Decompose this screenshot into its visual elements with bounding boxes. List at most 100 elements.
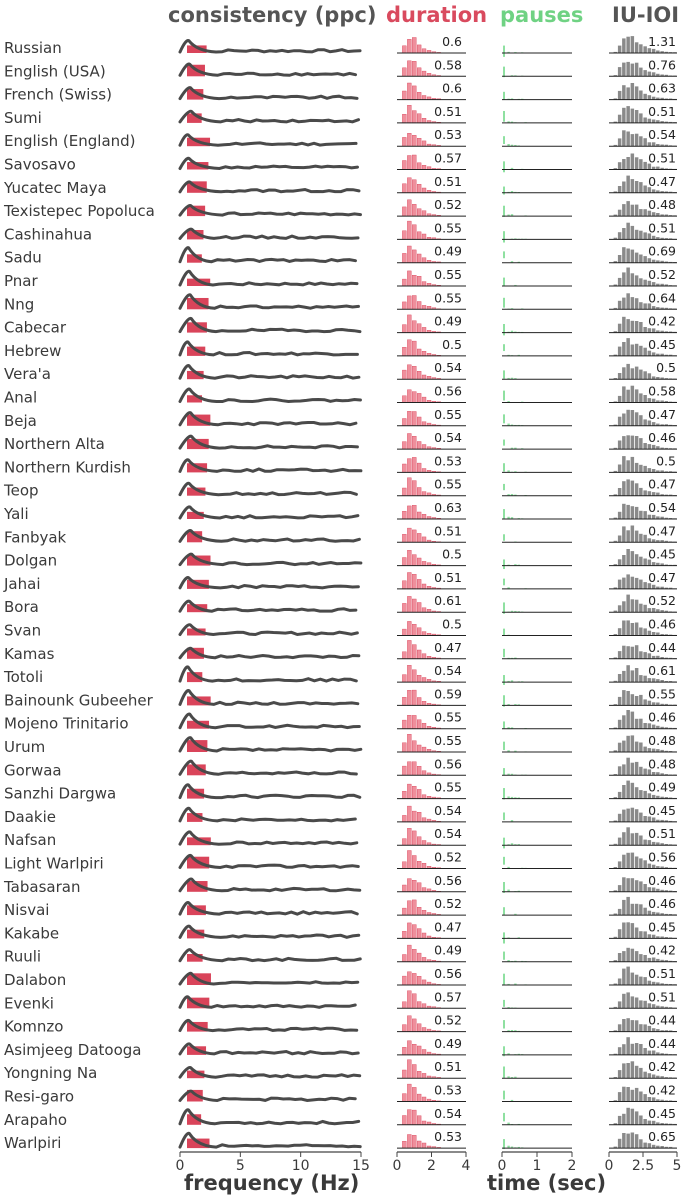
iu-ioi-bar: [630, 551, 635, 566]
duration-bar: [412, 320, 417, 333]
row-40: Dalabon 0.56 0.51: [4, 966, 677, 989]
iu-ioi-bar: [630, 711, 635, 729]
language-label: Asimjeeg Datooga: [4, 1041, 141, 1059]
duration-bar: [412, 689, 417, 706]
iu-ioi-bar: [634, 880, 639, 892]
row-21: Fanbyak 0.51 0.47: [4, 523, 677, 546]
iu-ioi-bar: [626, 131, 630, 147]
duration-value: 0.55: [434, 477, 462, 492]
duration-bar: [402, 67, 407, 77]
duration-value: 0.57: [434, 151, 462, 166]
duration-bar: [402, 90, 407, 100]
iu-ioi-value: 0.46: [648, 873, 676, 888]
iu-ioi-bar: [617, 1001, 622, 1009]
iu-ioi-bar: [647, 887, 652, 892]
iu-ioi-bar: [647, 653, 652, 659]
iu-ioi-bar: [630, 878, 635, 892]
iu-ioi-bar: [656, 516, 660, 519]
row-18: Northern Kurdish 0.53 0.5: [4, 453, 677, 476]
iu-ioi-bar: [639, 533, 643, 543]
iu-ioi-bar: [664, 1006, 669, 1009]
iu-ioi-bar: [626, 460, 630, 473]
iu-ioi-bar: [656, 540, 660, 543]
iu-ioi-bar: [639, 627, 643, 636]
iu-ioi-bar: [660, 1053, 664, 1055]
iu-ioi-bar: [634, 62, 639, 77]
iu-ioi-bar: [647, 373, 652, 380]
iu-ioi-bar: [664, 797, 669, 799]
iu-ioi-bar: [647, 863, 652, 869]
pauses-histogram: [503, 534, 517, 543]
duration-histogram: [402, 850, 441, 869]
iu-ioi-bar: [613, 1100, 618, 1102]
duration-bar: [417, 557, 422, 566]
iu-ioi-bar: [630, 410, 635, 426]
iu-ioi-histogram: [613, 574, 677, 589]
iu-ioi-bar: [626, 1107, 630, 1125]
iu-ioi-bar: [613, 470, 618, 473]
pauses-histogram: [503, 161, 524, 173]
row-41: Evenki 0.57 0.51: [4, 989, 677, 1012]
pause-bar: [503, 277, 505, 286]
duration-bar: [402, 791, 407, 799]
iu-ioi-bar: [643, 327, 647, 333]
iu-ioi-bar: [630, 204, 635, 217]
duration-bar: [421, 48, 427, 54]
duration-bar: [417, 416, 422, 427]
iu-ioi-bar: [639, 603, 643, 613]
duration-bar: [407, 60, 412, 77]
pause-bar: [514, 913, 517, 916]
iu-ioi-histogram: [613, 293, 677, 310]
pauses-histogram: [503, 675, 524, 685]
x-axes: frequency (Hz) time (sec) 0 5 10 15 0 2 4 0 1 2 0 2…: [176, 1151, 681, 1195]
pauses-histogram: [503, 628, 510, 636]
iu-ioi-bar: [617, 813, 622, 822]
duration-bar: [412, 204, 417, 217]
row-32: Sanzhi Dargwa 0.55 0.49: [4, 780, 677, 803]
pause-bar: [503, 788, 505, 800]
iu-ioi-bar: [668, 238, 673, 240]
duration-value: 0.49: [434, 244, 462, 259]
iu-ioi-bar: [668, 471, 673, 473]
duration-value: 0.51: [434, 570, 462, 585]
duration-bar: [412, 154, 417, 170]
iu-ioi-bar: [660, 1146, 664, 1149]
iu-ioi-bar: [630, 1132, 635, 1149]
iu-ioi-bar: [639, 136, 643, 147]
pauses-histogram: [503, 812, 514, 822]
iu-ioi-bar: [639, 302, 643, 310]
pause-bar: [503, 509, 505, 519]
iu-ioi-bar: [664, 191, 669, 193]
consistency-curve: [178, 877, 362, 893]
pauses-histogram: [503, 110, 527, 123]
iu-ioi-bar: [643, 1048, 647, 1055]
pause-bar: [507, 354, 510, 356]
duration-value: 0.56: [434, 966, 462, 981]
duration-bar: [407, 389, 412, 403]
iu-ioi-bar: [660, 540, 664, 543]
pause-bar: [507, 214, 510, 217]
duration-histogram: [402, 665, 441, 683]
iu-ioi-bar: [664, 867, 669, 869]
consistency-curve: [178, 1089, 357, 1103]
duration-bar: [412, 529, 417, 543]
iu-ioi-bar: [656, 842, 660, 846]
language-label: Light Warlpiri: [4, 855, 104, 873]
iu-ioi-bar: [626, 267, 630, 286]
iu-ioi-bar: [622, 1086, 626, 1102]
pauses-histogram: [503, 788, 520, 800]
iu-ioi-bar: [622, 922, 626, 939]
consistency-fill: [187, 322, 207, 333]
pause-bar: [503, 721, 505, 729]
duration-bar: [412, 366, 417, 380]
iu-ioi-bar: [617, 255, 622, 263]
iu-ioi-bar: [617, 674, 622, 683]
consistency-fill: [187, 230, 204, 240]
iu-ioi-bar: [613, 843, 618, 846]
iu-ioi-bar: [647, 420, 652, 426]
duration-bar: [407, 828, 412, 846]
iu-ioi-bar: [647, 187, 652, 193]
consistency-curve: [178, 340, 359, 357]
iu-ioi-histogram: [613, 1132, 677, 1149]
language-label: Svan: [4, 622, 41, 640]
